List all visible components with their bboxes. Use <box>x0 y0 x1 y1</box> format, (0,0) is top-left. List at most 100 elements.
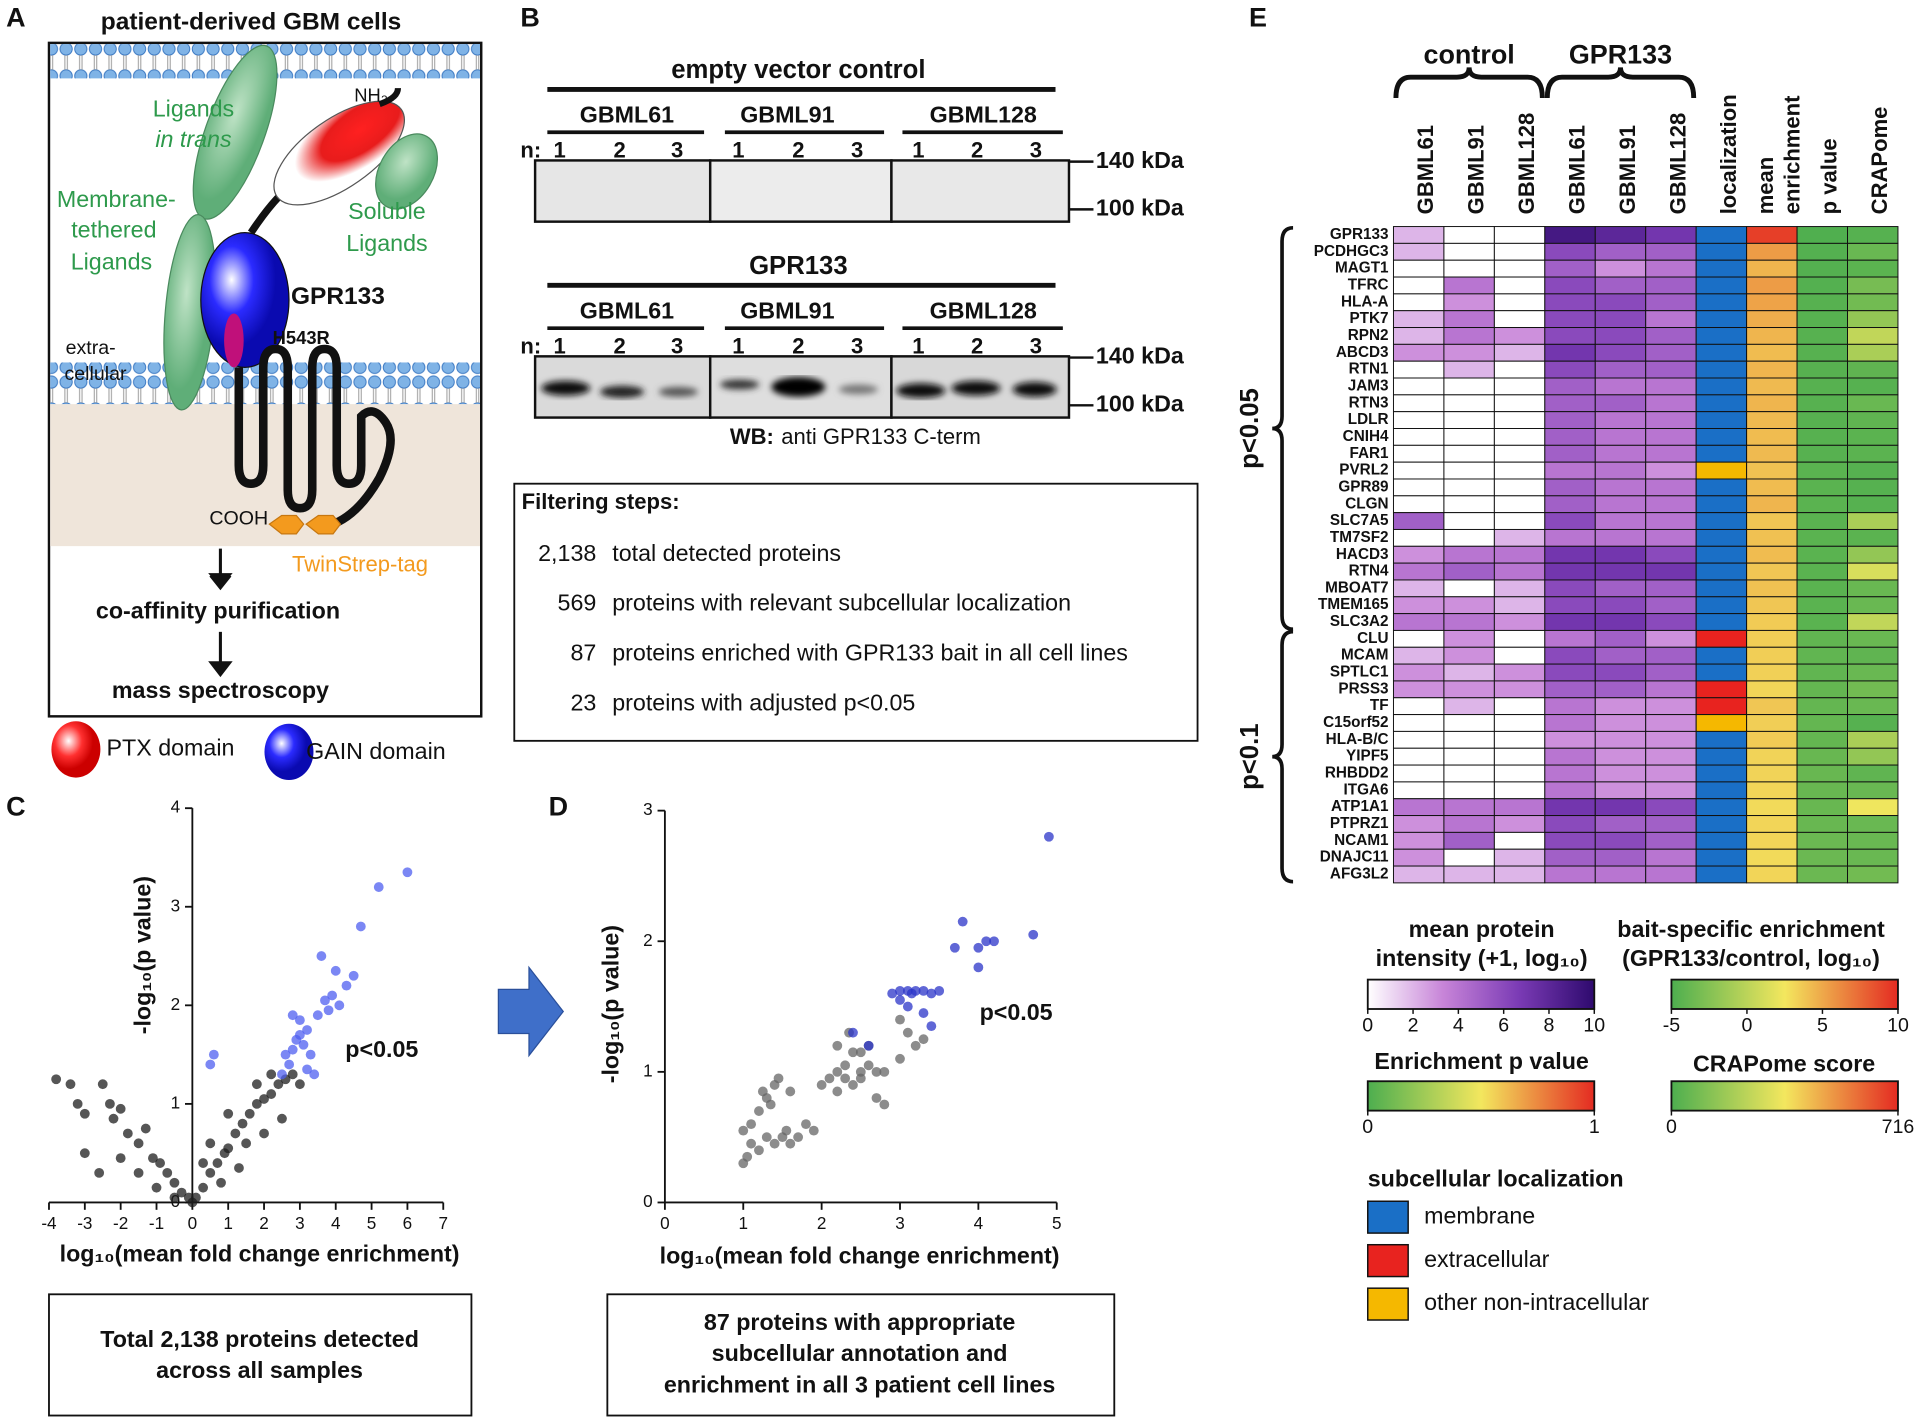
heat-cell <box>1796 613 1848 631</box>
point <box>162 1168 173 1178</box>
heat-cell <box>1392 579 1445 598</box>
heat-cell <box>1443 360 1495 379</box>
localization-cell <box>1695 613 1748 631</box>
point <box>848 1080 858 1090</box>
column-label: GBML61 <box>1413 125 1438 214</box>
heat-cell <box>1746 545 1798 564</box>
panel-label: B <box>520 3 539 33</box>
heat-cell <box>1493 444 1546 463</box>
heat-cell <box>1847 714 1899 732</box>
heat-cell <box>1594 293 1647 312</box>
localization-cell <box>1695 478 1748 497</box>
heat-cell <box>1796 259 1848 278</box>
point <box>855 1047 866 1058</box>
heat-cell <box>1746 613 1798 631</box>
heat-cell <box>1847 646 1899 665</box>
x-tick-label: 4 <box>331 1213 341 1233</box>
heat-cell <box>1392 394 1445 413</box>
label: NH₂ <box>354 85 388 106</box>
y-tick-label: 3 <box>171 895 181 915</box>
heat-cell <box>1645 562 1697 581</box>
point <box>216 1177 226 1188</box>
band <box>541 380 591 396</box>
heat-cell <box>1796 781 1848 800</box>
point <box>266 1089 277 1099</box>
point <box>918 1034 929 1045</box>
heat-cell <box>1645 461 1697 480</box>
heat-cell <box>1443 528 1495 547</box>
column-label: GBML91 <box>1615 125 1640 214</box>
heat-cell <box>1493 646 1546 665</box>
heat-cell <box>1645 495 1697 514</box>
point <box>198 1182 209 1193</box>
label: tethered <box>71 217 156 243</box>
x-tick-label: 5 <box>367 1213 377 1233</box>
point <box>348 970 359 981</box>
heat-cell <box>1443 865 1495 884</box>
heat-cell <box>1847 276 1899 295</box>
point <box>65 1079 76 1090</box>
heat-cell <box>1544 411 1596 429</box>
point <box>402 867 413 878</box>
point <box>746 1119 756 1129</box>
point <box>793 1132 804 1143</box>
point <box>973 962 984 973</box>
heat-cell <box>1796 646 1848 665</box>
group-label: p<0.05 <box>1236 388 1264 469</box>
heat-cell <box>1493 428 1546 446</box>
heat-cell <box>1796 512 1848 530</box>
arrow-head <box>208 661 233 678</box>
heat-cell <box>1746 360 1798 379</box>
localization-cell <box>1695 663 1748 682</box>
heat-cell <box>1443 343 1495 362</box>
point <box>302 1064 312 1075</box>
legend-swatch <box>264 723 314 781</box>
heat-cell <box>1645 629 1697 648</box>
heat-cell <box>1493 512 1546 530</box>
wb-label: WB: <box>730 424 774 449</box>
colorbar-tick-label: 716 <box>1882 1116 1915 1138</box>
label: TwinStrep-tag <box>292 552 428 577</box>
gain-domain <box>200 232 290 368</box>
localization-cell <box>1695 562 1748 581</box>
point <box>155 1158 165 1168</box>
y-axis-label: -log₁₀(p value) <box>597 925 623 1083</box>
filter-text: proteins with adjusted p<0.05 <box>612 689 915 715</box>
band <box>720 379 760 390</box>
colorbar-title: (GPR133/control, log₁₀) <box>1622 945 1880 971</box>
heat-cell <box>1594 377 1647 396</box>
point <box>277 1113 287 1124</box>
heat-cell <box>1594 646 1647 665</box>
marker: 140 kDa <box>1096 343 1185 369</box>
heat-cell <box>1645 764 1697 783</box>
column-label: GBML128 <box>1665 113 1690 215</box>
heat-cell <box>1544 798 1596 817</box>
point <box>895 995 905 1005</box>
heat-cell <box>1645 428 1697 446</box>
heat-cell <box>1544 579 1596 598</box>
heat-cell <box>1443 562 1495 581</box>
heat-cell <box>1443 747 1495 766</box>
heat-cell <box>1645 680 1697 699</box>
point <box>115 1153 126 1164</box>
filter-text: proteins enriched with GPR133 bait in al… <box>612 640 1128 666</box>
y-tick-label: 2 <box>643 930 653 950</box>
heat-cell <box>1746 697 1798 716</box>
colorbar <box>1366 1080 1596 1112</box>
legend-swatch <box>1367 1200 1409 1234</box>
heat-cell <box>1544 276 1596 295</box>
heat-cell <box>1796 411 1848 429</box>
heat-cell <box>1594 528 1647 547</box>
legend-label: other non-intracellular <box>1424 1289 1649 1315</box>
heat-cell <box>1392 613 1445 631</box>
point <box>205 1059 216 1070</box>
heat-cell <box>1493 226 1546 244</box>
row-label: CLGN <box>1345 495 1388 512</box>
wb-label: anti GPR133 C-term <box>781 424 981 449</box>
x-tick-label: -2 <box>113 1213 128 1233</box>
heat-cell <box>1443 276 1495 295</box>
heat-cell <box>1493 343 1546 362</box>
heat-cell <box>1443 781 1495 800</box>
x-tick-label: 4 <box>974 1213 984 1233</box>
heat-cell <box>1746 781 1798 800</box>
